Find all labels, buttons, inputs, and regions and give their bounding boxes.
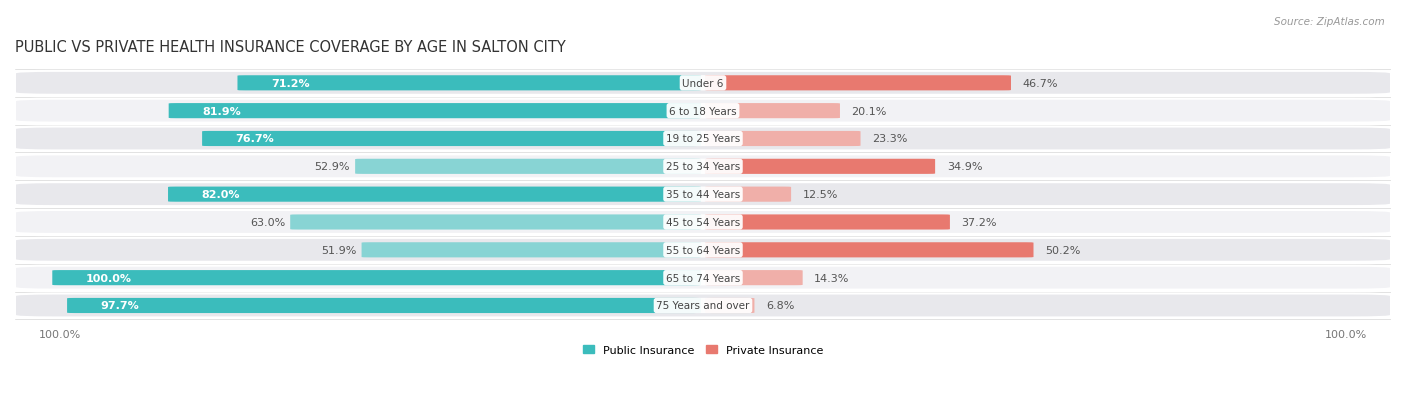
Text: 23.3%: 23.3% xyxy=(872,134,907,144)
FancyBboxPatch shape xyxy=(704,243,1033,258)
Text: 63.0%: 63.0% xyxy=(250,218,285,228)
Text: 46.7%: 46.7% xyxy=(1022,78,1059,89)
FancyBboxPatch shape xyxy=(361,243,702,258)
FancyBboxPatch shape xyxy=(15,183,1391,206)
Text: 100.0%: 100.0% xyxy=(86,273,132,283)
FancyBboxPatch shape xyxy=(169,104,702,119)
Text: 76.7%: 76.7% xyxy=(236,134,274,144)
Text: 51.9%: 51.9% xyxy=(321,245,357,255)
FancyBboxPatch shape xyxy=(704,187,792,202)
Text: 52.9%: 52.9% xyxy=(315,162,350,172)
Text: Source: ZipAtlas.com: Source: ZipAtlas.com xyxy=(1274,17,1385,26)
FancyBboxPatch shape xyxy=(15,72,1391,95)
Text: 37.2%: 37.2% xyxy=(962,218,997,228)
Text: 71.2%: 71.2% xyxy=(271,78,309,89)
Text: 6.8%: 6.8% xyxy=(766,301,794,311)
Text: 12.5%: 12.5% xyxy=(803,190,838,199)
Legend: Public Insurance, Private Insurance: Public Insurance, Private Insurance xyxy=(579,341,827,360)
Text: 81.9%: 81.9% xyxy=(202,107,240,116)
FancyBboxPatch shape xyxy=(704,271,803,285)
Text: 20.1%: 20.1% xyxy=(852,107,887,116)
FancyBboxPatch shape xyxy=(704,104,839,119)
FancyBboxPatch shape xyxy=(704,76,1011,91)
Text: Under 6: Under 6 xyxy=(682,78,724,89)
FancyBboxPatch shape xyxy=(15,155,1391,179)
Text: 82.0%: 82.0% xyxy=(201,190,240,199)
FancyBboxPatch shape xyxy=(238,76,702,91)
FancyBboxPatch shape xyxy=(356,159,702,174)
FancyBboxPatch shape xyxy=(704,132,860,147)
Text: 35 to 44 Years: 35 to 44 Years xyxy=(666,190,740,199)
FancyBboxPatch shape xyxy=(704,159,935,174)
FancyBboxPatch shape xyxy=(15,127,1391,151)
Text: 65 to 74 Years: 65 to 74 Years xyxy=(666,273,740,283)
FancyBboxPatch shape xyxy=(290,215,702,230)
FancyBboxPatch shape xyxy=(67,298,702,313)
FancyBboxPatch shape xyxy=(202,132,702,147)
Text: 55 to 64 Years: 55 to 64 Years xyxy=(666,245,740,255)
FancyBboxPatch shape xyxy=(52,271,702,285)
FancyBboxPatch shape xyxy=(169,187,702,202)
FancyBboxPatch shape xyxy=(704,298,755,313)
Text: 25 to 34 Years: 25 to 34 Years xyxy=(666,162,740,172)
FancyBboxPatch shape xyxy=(15,266,1391,290)
Text: 19 to 25 Years: 19 to 25 Years xyxy=(666,134,740,144)
FancyBboxPatch shape xyxy=(15,100,1391,123)
FancyBboxPatch shape xyxy=(15,238,1391,262)
FancyBboxPatch shape xyxy=(704,215,950,230)
Text: 97.7%: 97.7% xyxy=(100,301,139,311)
Text: 6 to 18 Years: 6 to 18 Years xyxy=(669,107,737,116)
FancyBboxPatch shape xyxy=(15,294,1391,318)
Text: 50.2%: 50.2% xyxy=(1045,245,1080,255)
Text: 75 Years and over: 75 Years and over xyxy=(657,301,749,311)
FancyBboxPatch shape xyxy=(15,211,1391,235)
Text: 14.3%: 14.3% xyxy=(814,273,849,283)
Text: 34.9%: 34.9% xyxy=(946,162,983,172)
Text: PUBLIC VS PRIVATE HEALTH INSURANCE COVERAGE BY AGE IN SALTON CITY: PUBLIC VS PRIVATE HEALTH INSURANCE COVER… xyxy=(15,40,565,55)
Text: 45 to 54 Years: 45 to 54 Years xyxy=(666,218,740,228)
